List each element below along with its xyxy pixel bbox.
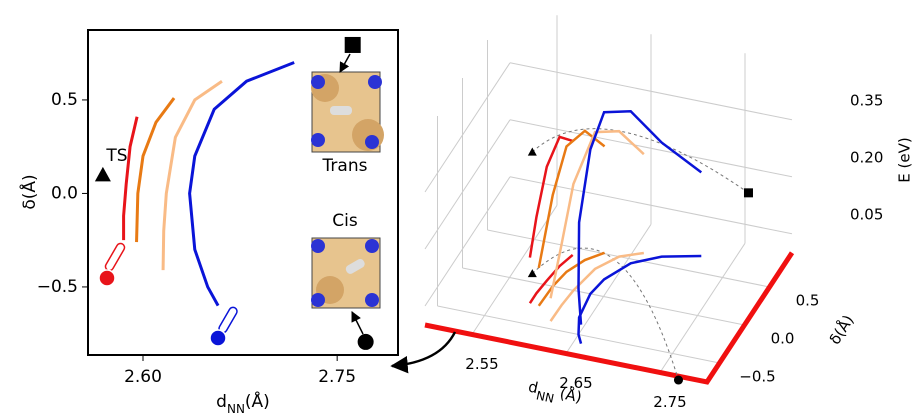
series-shadow (528, 254, 574, 304)
marker (344, 36, 361, 53)
x-tick-label: 2.75 (653, 393, 686, 411)
label-part: (Å) (245, 390, 270, 412)
z-tick-label: 0.20 (850, 149, 883, 167)
grid-line (509, 62, 793, 121)
grid-line (565, 224, 652, 354)
x-tick-label: 2.65 (559, 374, 592, 392)
marker (527, 147, 537, 156)
thermometer-cold (209, 306, 238, 347)
series-line (188, 61, 295, 307)
grid-line (509, 119, 793, 178)
y-tick-label: 0.5 (796, 292, 820, 310)
series-line (528, 135, 574, 258)
arrow (351, 311, 364, 335)
axis-line (424, 251, 795, 385)
y-tick-label: −0.5 (739, 368, 775, 386)
grid-line (424, 119, 511, 250)
label-part: NN (535, 388, 555, 405)
label-part: d (527, 377, 540, 397)
marker (527, 269, 537, 278)
series-line (161, 80, 223, 271)
y-tick-label: 0.5 (51, 90, 78, 110)
series-line (122, 116, 139, 241)
series-line (537, 129, 606, 269)
y-tick-label: 0.0 (771, 330, 795, 348)
inset-cis (311, 237, 381, 309)
series-shadow (549, 251, 645, 322)
grid-line (462, 267, 745, 326)
plot-frame (87, 29, 399, 356)
series-line (135, 97, 176, 243)
axis-label: dNN (Å) (526, 376, 584, 411)
y-axis-label: δ(Å) (18, 174, 40, 209)
grid-line (487, 229, 770, 288)
grid-line (509, 176, 793, 235)
annotation: TS (105, 146, 127, 166)
thermometer-hot (98, 242, 126, 287)
x-tick-label: 2.75 (318, 367, 356, 387)
arrow (390, 331, 457, 374)
arrow (339, 53, 351, 73)
grid-line (424, 176, 511, 307)
left-panel: 2.60 2.75 −0.5 0.0 0.5 dNN(Å) δ(Å) TS Trans Cis (18, 29, 399, 416)
right-panel: 2.55 2.65 2.75 −0.5 0.0 0.5 0.05 0.20 0.35 dNN (Å… (424, 15, 914, 411)
label-part: d (216, 392, 227, 412)
series-line (577, 109, 703, 325)
marker (94, 166, 111, 182)
z-tick-label: 0.35 (850, 92, 883, 110)
grid-line (424, 62, 511, 193)
z-axis-label: E (eV) (896, 137, 914, 182)
x-tick-label: 2.60 (124, 367, 162, 387)
axis-label: dNN(Å) (216, 390, 270, 416)
x-tick-label: 2.55 (465, 355, 498, 373)
marker (743, 188, 753, 198)
y-axis-label: δ(Å) (825, 311, 858, 347)
y-tick-label: 0.0 (51, 183, 78, 203)
marker (673, 375, 683, 385)
grid-line (659, 243, 746, 373)
marker (357, 333, 374, 350)
y-tick-label: −0.5 (37, 277, 78, 297)
series-shadow (537, 251, 605, 307)
annotation: Trans (322, 156, 368, 176)
inset-trans (311, 71, 384, 153)
z-tick-label: 0.05 (850, 206, 883, 224)
series-shadow (577, 254, 702, 344)
series-line (549, 129, 645, 299)
grid-line (471, 205, 558, 335)
label-part: NN (227, 402, 245, 416)
annotation: Cis (332, 211, 358, 231)
